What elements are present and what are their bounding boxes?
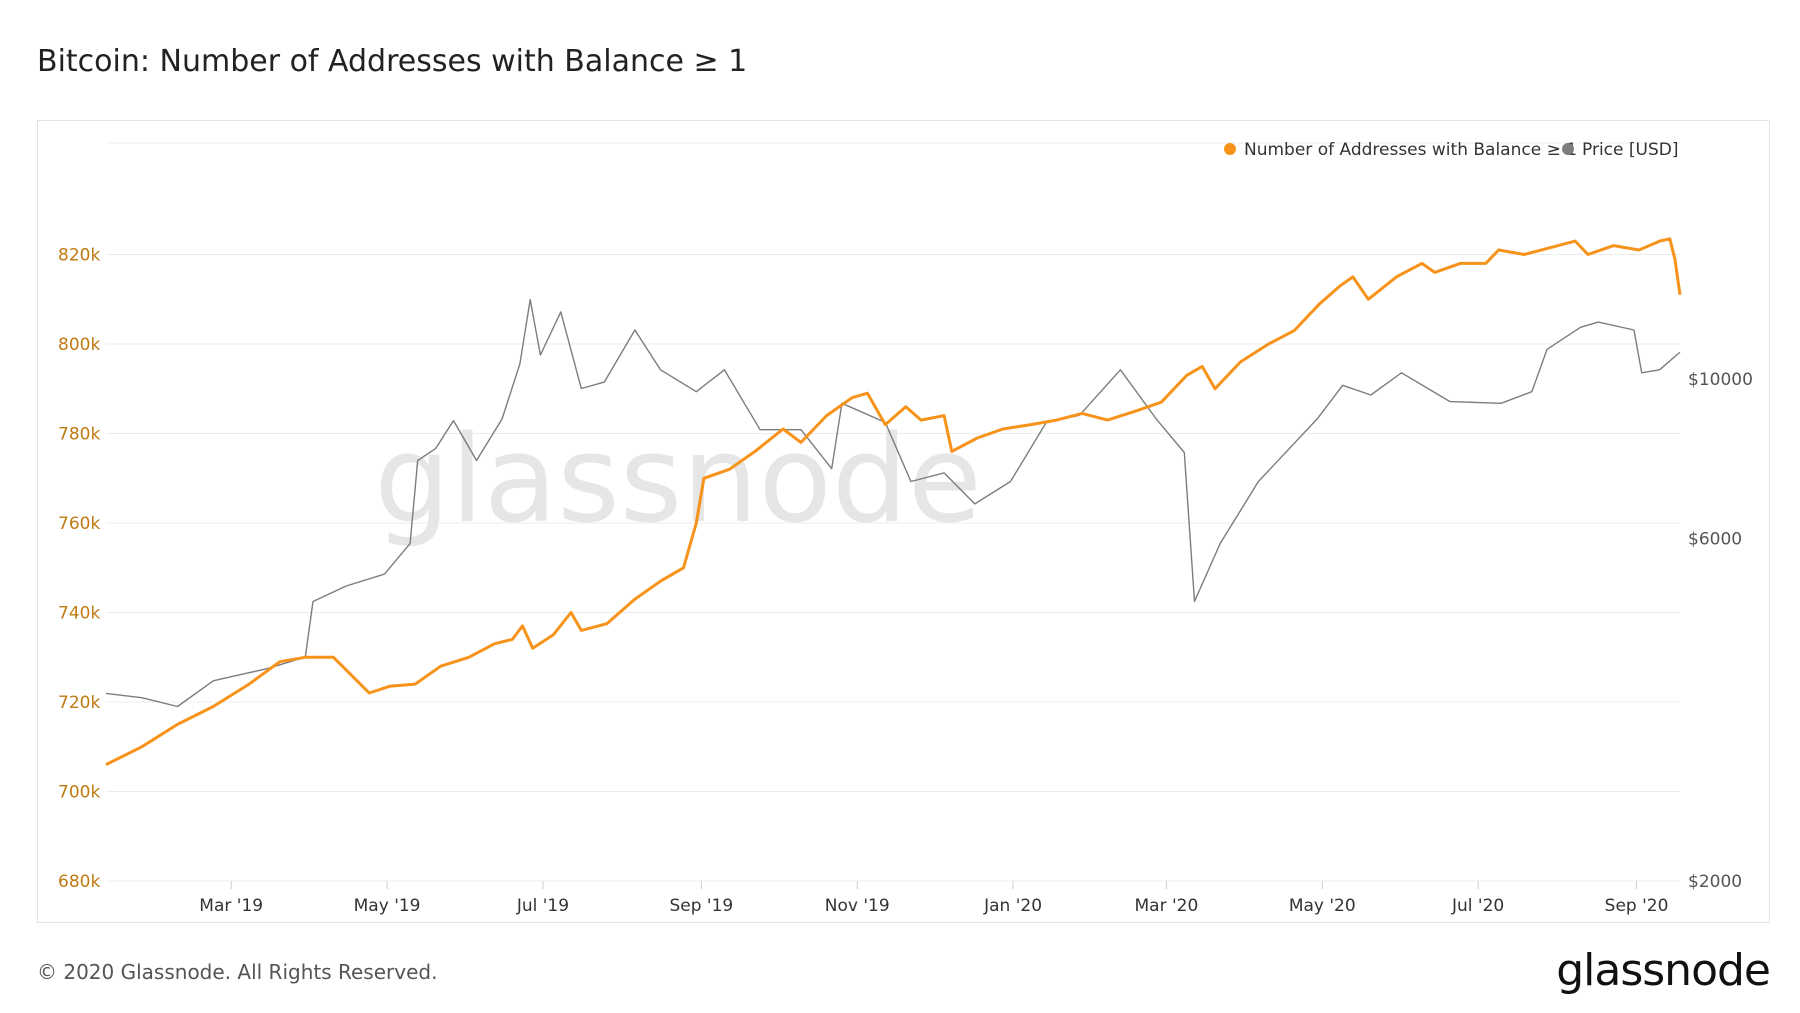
left-y-tick-label: 800k — [58, 335, 100, 355]
left-y-tick-label: 700k — [58, 783, 100, 803]
x-tick-label: Sep '20 — [1605, 896, 1669, 916]
x-tick-label: Sep '19 — [669, 896, 733, 916]
price-line — [105, 298, 1681, 708]
x-tick-label: Nov '19 — [825, 896, 890, 916]
left-y-tick-label: 820k — [58, 246, 100, 266]
x-tick-label: Jul '19 — [516, 896, 569, 916]
x-tick-label: May '20 — [1289, 896, 1356, 916]
right-y-tick-label: $2000 — [1688, 872, 1742, 892]
chart-area: glassnode 680k 700k 720k 740k 760k 780k 800k 82… — [58, 140, 1753, 916]
left-y-tick-label: 720k — [58, 693, 100, 713]
legend-marker-addresses — [1224, 143, 1236, 155]
right-y-axis: $2000 $6000 $10000 — [1688, 370, 1753, 892]
chart-title: Bitcoin: Number of Addresses with Balanc… — [37, 44, 748, 79]
left-y-tick-label: 780k — [58, 425, 100, 445]
right-y-tick-label: $10000 — [1688, 370, 1753, 390]
x-tick-label: May '19 — [354, 896, 421, 916]
watermark-text: glassnode — [374, 411, 982, 550]
gridlines — [106, 142, 1680, 882]
x-tick-label: Mar '19 — [199, 896, 263, 916]
addresses-line — [105, 237, 1682, 766]
legend: Number of Addresses with Balance ≥ 1 Pric… — [1224, 140, 1678, 160]
x-tick-label: Jan '20 — [983, 896, 1042, 916]
legend-label-addresses: Number of Addresses with Balance ≥ 1 — [1244, 140, 1577, 160]
footer-logo: glassnode — [1556, 945, 1771, 996]
x-axis: Mar '19 May '19 Jul '19 Sep '19 Nov '19 Jan '… — [199, 881, 1668, 916]
left-y-tick-label: 740k — [58, 604, 100, 624]
legend-label-price: Price [USD] — [1582, 140, 1678, 160]
chart-panel: glassnode 680k 700k 720k 740k 760k 780k 800k 82… — [37, 120, 1770, 923]
footer-copyright: © 2020 Glassnode. All Rights Reserved. — [37, 960, 438, 984]
legend-marker-price — [1562, 143, 1574, 155]
x-tick-label: Jul '20 — [1451, 896, 1504, 916]
left-y-axis: 680k 700k 720k 740k 760k 780k 800k 820k — [58, 246, 100, 893]
right-y-tick-label: $6000 — [1688, 529, 1742, 549]
series-layer — [105, 237, 1682, 766]
left-y-tick-label: 680k — [58, 872, 100, 892]
left-y-tick-label: 760k — [58, 514, 100, 534]
x-tick-label: Mar '20 — [1135, 896, 1199, 916]
